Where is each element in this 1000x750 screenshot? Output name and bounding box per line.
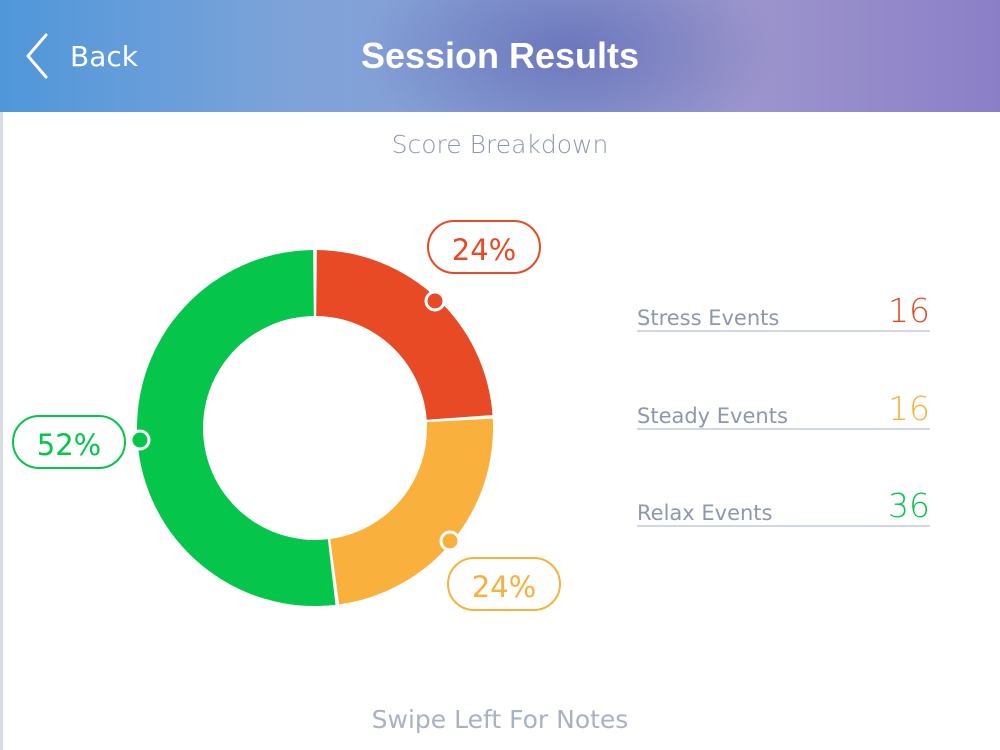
- slice-callout-relax-events: 52%: [12, 415, 151, 469]
- slice-callout-stress-events: 24%: [424, 220, 541, 312]
- stat-value-steady: 16: [888, 389, 930, 428]
- callout-dot: [439, 530, 461, 552]
- donut-slice-steady-events: [330, 418, 493, 605]
- callout-percent-label: 52%: [37, 428, 101, 462]
- back-label: Back: [70, 39, 138, 73]
- left-edge-divider: [0, 112, 3, 750]
- callout-percent-label: 24%: [452, 233, 516, 267]
- callout-dot: [424, 290, 446, 312]
- stat-label-relax: Relax Events: [637, 501, 773, 525]
- header-background-glow: [360, 0, 780, 112]
- stat-label-steady: Steady Events: [637, 404, 788, 428]
- callout-pill: [12, 415, 126, 469]
- donut-slice-relax-events: [136, 250, 336, 606]
- stat-row-steady: Steady Events 16: [637, 388, 930, 430]
- stat-value-relax: 36: [888, 486, 930, 525]
- swipe-hint: Swipe Left For Notes: [371, 705, 629, 734]
- donut-slice-stress-events: [316, 250, 493, 420]
- chevron-left-icon: [24, 32, 50, 80]
- callout-percent-label: 24%: [472, 570, 536, 604]
- stat-row-stress: Stress Events 16: [637, 290, 930, 332]
- section-title: Score Breakdown: [391, 130, 609, 159]
- callout-pill: [427, 220, 541, 274]
- stat-label-stress: Stress Events: [637, 306, 780, 330]
- stat-value-stress: 16: [888, 291, 930, 330]
- back-button[interactable]: Back: [24, 30, 138, 82]
- slice-callout-steady-events: 24%: [439, 530, 561, 611]
- stat-row-relax: Relax Events 36: [637, 485, 930, 527]
- callout-dot: [129, 429, 151, 451]
- callout-pill: [447, 557, 561, 611]
